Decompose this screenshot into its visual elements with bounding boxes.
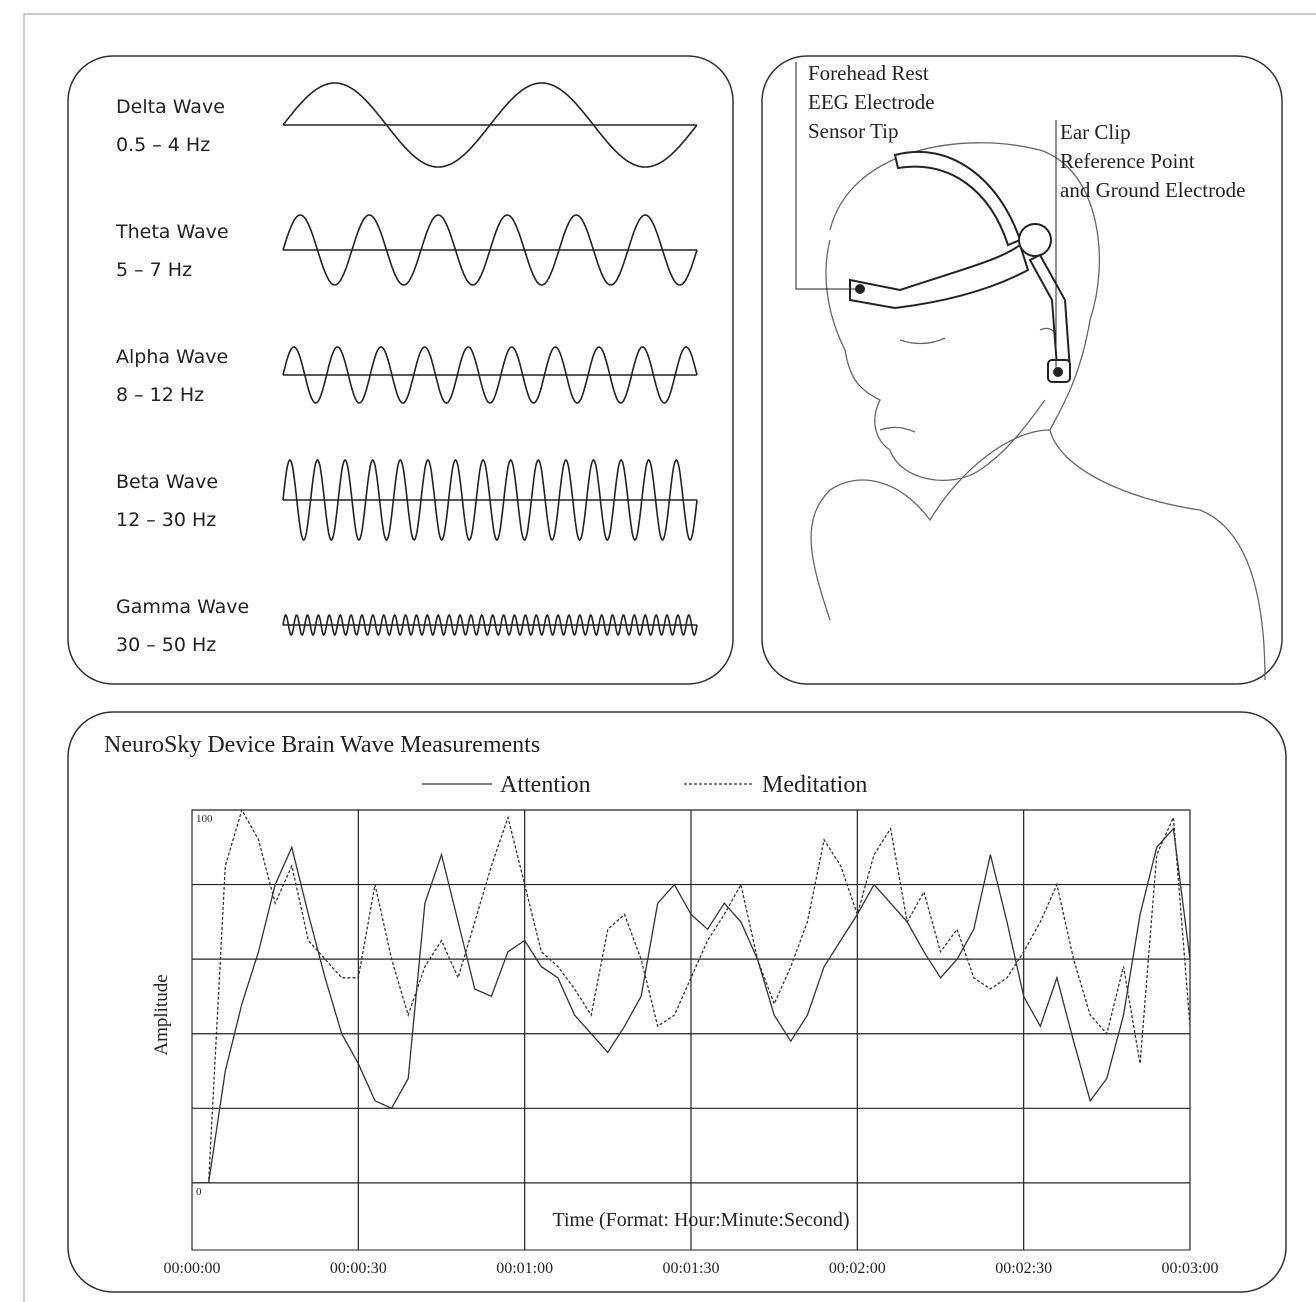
chart-panel (67, 711, 1287, 1293)
wave-name: Gamma Wave (116, 596, 249, 618)
legend-label: Attention (500, 772, 591, 798)
headband (849, 243, 1030, 310)
wave-range: 5 – 7 Hz (116, 259, 192, 281)
wave-name: Delta Wave (116, 96, 225, 118)
ear-label: and Ground Electrode (1060, 178, 1245, 202)
wave-range: 0.5 – 4 Hz (116, 134, 210, 156)
y-axis-label: Amplitude (151, 974, 172, 1055)
ear-label: Ear Clip (1060, 120, 1131, 144)
wave-name: Beta Wave (116, 471, 218, 493)
eye (899, 337, 946, 345)
headset-panel (761, 55, 1283, 685)
ear-label: Reference Point (1060, 149, 1195, 173)
forehead-label: Forehead Rest (808, 61, 929, 85)
series-line (192, 827, 1191, 1184)
page-border (23, 13, 1316, 1302)
x-tick-label: 00:03:00 (1162, 1260, 1219, 1277)
y-tick-label: 100 (196, 813, 213, 825)
headset-labels: Forehead Rest EEG Electrode Sensor Tip Ear … (808, 61, 1245, 202)
wave-range: 30 – 50 Hz (116, 634, 216, 656)
forehead-leader (795, 62, 858, 290)
y-tick-label: 0 (196, 1186, 202, 1198)
mouth (879, 426, 916, 433)
x-tick-label: 00:00:00 (164, 1260, 221, 1277)
wave-line (282, 346, 698, 404)
x-tick-label: 00:02:00 (829, 1260, 886, 1277)
forehead-label: EEG Electrode (808, 90, 935, 114)
x-tick-label: 00:01:00 (496, 1260, 553, 1277)
forehead-label: Sensor Tip (808, 119, 898, 143)
x-axis-label: Time (Format: Hour:Minute:Second) (552, 1209, 849, 1231)
legend-label: Meditation (762, 772, 867, 798)
wave-name: Theta Wave (115, 221, 229, 243)
chart: NeuroSky Device Brain Wave Measurements 0… (104, 732, 1218, 1277)
shoulders (810, 429, 1266, 681)
wave-range: 8 – 12 Hz (116, 384, 204, 406)
x-tick-label: 00:01:30 (663, 1260, 720, 1277)
face (825, 239, 1046, 482)
headset (795, 62, 1072, 383)
wave-range: 12 – 30 Hz (116, 509, 216, 531)
ear-point (1053, 367, 1063, 377)
x-tick-label: 00:02:30 (995, 1260, 1052, 1277)
x-tick-label: 00:00:30 (330, 1260, 387, 1277)
wave-name: Alpha Wave (116, 346, 228, 368)
head-top (829, 142, 1100, 431)
headband-top (893, 150, 1022, 247)
series-line (192, 808, 1191, 1184)
headset-hinge (1018, 223, 1052, 257)
chart-title: NeuroSky Device Brain Wave Measurements (104, 732, 540, 758)
waves: Delta Wave 0.5 – 4 Hz Theta Wave 5 – 7 Hz Al… (115, 82, 698, 656)
waves-panel (67, 55, 734, 685)
